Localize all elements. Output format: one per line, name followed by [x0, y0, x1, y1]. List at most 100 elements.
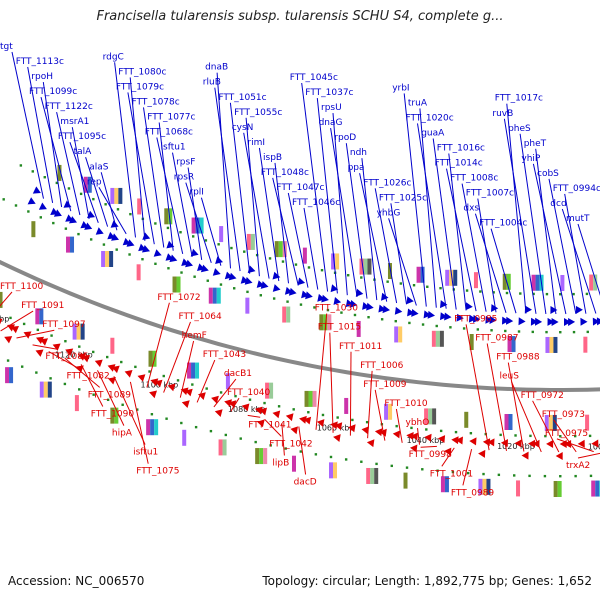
tick-dot [31, 170, 34, 173]
forward-feature-block [66, 236, 71, 253]
reverse-feature-block [0, 291, 3, 308]
tick-dot [559, 435, 562, 438]
forward-feature-block [535, 274, 540, 291]
tick-dot [519, 292, 522, 295]
tick-dot [116, 208, 120, 211]
reverse-gene-label: FTT_1064 [179, 312, 223, 322]
forward-gene-label: dxs [463, 204, 479, 214]
tick-dot [191, 383, 194, 386]
tick-dot [9, 316, 12, 320]
reverse-gene-arrow [334, 422, 343, 431]
forward-feature-block [219, 226, 224, 243]
reverse-gene-arrow [392, 430, 401, 439]
reverse-gene-arrow [36, 336, 44, 344]
tick-dot [449, 326, 452, 329]
tick-dot [573, 434, 577, 438]
forward-feature-block [274, 241, 279, 258]
tick-dot [467, 471, 470, 475]
reverse-gene-label: dacD [294, 478, 317, 488]
forward-gene-label: FTT_1016c [437, 144, 485, 154]
reverse-gene-arrow [198, 392, 206, 400]
tick-dot [52, 221, 55, 225]
reverse-leader-line [129, 381, 149, 464]
tick-dot [272, 297, 276, 300]
reverse-feature-block [225, 373, 230, 390]
reverse-gene-arrow [137, 374, 146, 382]
forward-feature-block [245, 297, 250, 314]
tick-dot [307, 411, 310, 414]
tick-dot [43, 176, 46, 179]
tick-dot [77, 232, 80, 236]
map-title: Francisella tularensis subsp. tularensis… [96, 9, 504, 24]
reverse-leader-line [179, 340, 195, 398]
forward-gene-arrow [53, 209, 62, 217]
reverse-gene-arrow [23, 331, 32, 339]
reverse-feature-block [47, 381, 52, 398]
forward-gene-label: FTT_1045c [290, 73, 338, 83]
forward-gene-label: rep [87, 177, 102, 187]
reverse-feature-block [269, 382, 274, 399]
forward-gene-label: rimI [247, 138, 265, 148]
tick-dot [22, 322, 26, 326]
reverse-feature-block [384, 403, 389, 420]
reverse-gene-arrow [406, 432, 414, 440]
reverse-gene-label: trxA2 [566, 461, 590, 471]
reverse-leader-line [113, 376, 146, 445]
reverse-feature-block [150, 419, 155, 436]
reverse-gene-label: FTT_0975 [545, 429, 588, 439]
reverse-leader-line [298, 426, 307, 475]
reverse-leader-line [32, 344, 58, 350]
reverse-gene-arrow [259, 407, 267, 416]
forward-gene-arrow [465, 302, 473, 311]
tick-dot [148, 370, 151, 373]
tick-dot [559, 293, 562, 296]
tick-dot [92, 393, 95, 396]
tick-dot [269, 444, 272, 447]
reverse-feature-block [39, 381, 44, 398]
reverse-gene-label: FTT_1010 [384, 399, 428, 409]
reverse-feature-block [374, 467, 379, 484]
reverse-gene-label: FTT_1011 [339, 342, 382, 352]
position-label: 1140 kbp [0, 315, 9, 324]
reverse-feature-block [482, 478, 487, 495]
reverse-gene-label: FTT_1009 [363, 380, 407, 390]
forward-leader-line [127, 92, 155, 245]
tick-dot [134, 365, 137, 369]
forward-gene-arrow [406, 296, 414, 305]
forward-leader-line [548, 178, 577, 314]
reverse-feature-block [585, 414, 590, 431]
forward-leader-line [229, 102, 251, 274]
reverse-feature-block [308, 390, 313, 407]
forward-feature-block [327, 314, 332, 331]
reverse-leader-line [213, 378, 237, 408]
forward-leader-line [359, 173, 388, 302]
forward-leader-line [448, 153, 467, 311]
forward-leader-line [519, 133, 547, 314]
forward-feature-block [394, 326, 399, 343]
tick-dot [439, 429, 443, 433]
forward-gene-label: dcd [550, 199, 566, 209]
forward-feature-block [387, 263, 392, 280]
tick-dot [209, 429, 213, 433]
forward-gene-label: FTT_1037c [305, 88, 353, 98]
forward-gene-arrow [489, 316, 497, 324]
forward-gene-arrow [110, 220, 119, 228]
reverse-gene-arrow [224, 399, 232, 407]
reverse-gene-arrow [410, 432, 419, 441]
reverse-gene-arrow [0, 318, 3, 325]
reverse-feature-block [263, 448, 268, 465]
reverse-gene-arrow [35, 349, 44, 357]
reverse-gene-label: FTT_1015 [318, 323, 361, 333]
forward-feature-block [431, 330, 436, 347]
tick-dot [394, 319, 397, 323]
reverse-feature-block [344, 397, 349, 414]
forward-gene-label: FTT_1099c [29, 87, 77, 97]
reverse-feature-block [444, 476, 449, 493]
forward-feature-block [367, 258, 372, 275]
tick-dot [329, 455, 333, 459]
forward-leader-line [577, 223, 600, 296]
forward-leader-line [27, 66, 54, 203]
forward-gene-label: FTT_1025c [379, 193, 427, 203]
tick-dot [326, 308, 330, 312]
forward-feature-block [250, 233, 255, 250]
